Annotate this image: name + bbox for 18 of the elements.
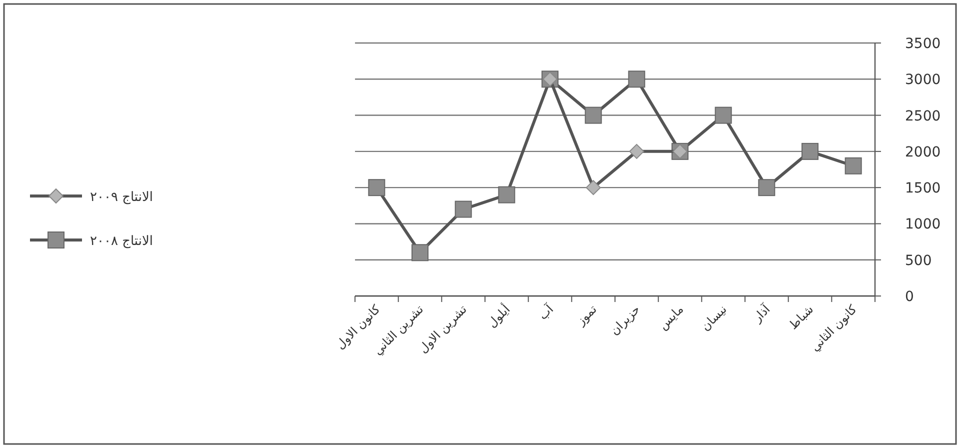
y-tick-label: 2500: [905, 108, 941, 124]
y-tick-label: 3500: [905, 36, 941, 52]
x-tick-label: مايس: [656, 302, 686, 332]
y-tick-label: 500: [905, 252, 932, 269]
x-tick-label: آب: [535, 301, 557, 322]
x-tick-label: شباط: [786, 302, 816, 332]
legend-label: الانتاج ٢٠٠٨: [90, 234, 153, 249]
x-tick-label: حزيران: [607, 302, 643, 338]
y-tick-label: 1000: [905, 216, 941, 233]
y-tick-label: 0: [905, 289, 914, 305]
y-tick-label: 2000: [905, 144, 941, 160]
x-tick-label: آذار: [748, 301, 774, 326]
legend-label: الانتاج ٢٠٠٩: [90, 190, 153, 205]
y-tick-label: 3000: [905, 72, 941, 88]
x-tick-label: أيلول: [484, 302, 513, 330]
x-tick-label: نيسان: [698, 302, 730, 334]
x-tick-label: تموز: [573, 302, 600, 329]
y-tick-label: 1500: [905, 180, 941, 197]
